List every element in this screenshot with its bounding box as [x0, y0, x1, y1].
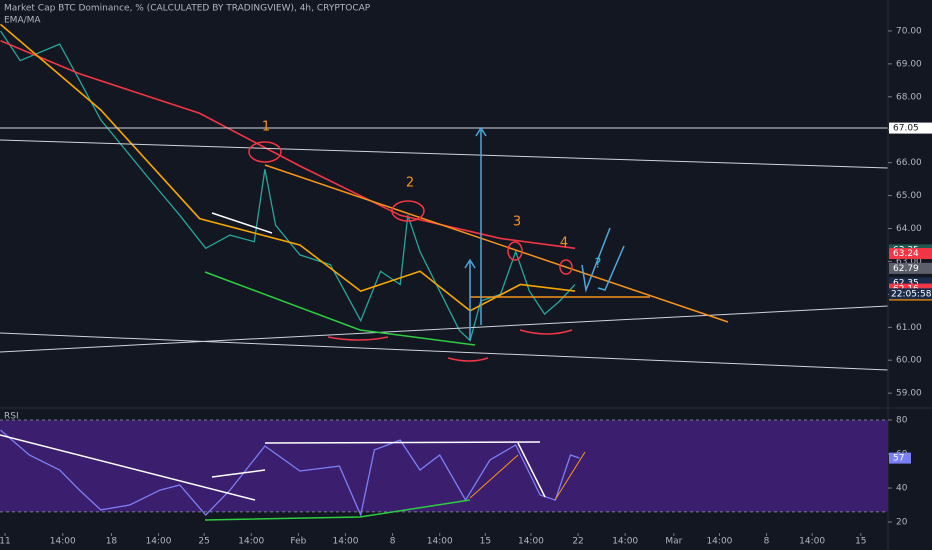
series-line — [0, 23, 576, 312]
annotation: 2 — [406, 176, 414, 191]
x-tick-label: 14:00 — [518, 537, 544, 547]
rsi-band — [0, 420, 888, 512]
y-tick-label: 59.00 — [896, 389, 922, 399]
price-badge-label: 62.35 — [893, 278, 919, 288]
y-tick-label: 69.00 — [896, 59, 922, 69]
y-tick-label: 63.00 — [896, 257, 922, 267]
x-tick-label: 11 — [0, 537, 11, 547]
x-tick-label: 8 — [764, 537, 770, 547]
series-line — [0, 429, 580, 518]
x-tick-label: 15 — [480, 537, 491, 547]
y-tick-label: 64.00 — [896, 224, 922, 234]
y-tick-label: 70.00 — [896, 26, 922, 36]
x-tick-label: Feb — [290, 537, 306, 547]
y-tick-label: 80 — [896, 416, 908, 426]
y-tick-label: 40 — [896, 484, 908, 494]
y-tick-label: 20 — [896, 518, 908, 528]
y-tick-label: 65.00 — [896, 191, 922, 201]
last-badge-label: 57 — [893, 454, 904, 464]
x-tick-label: 8 — [390, 537, 396, 547]
x-tick-label: 14:00 — [333, 537, 359, 547]
last-badge — [889, 452, 911, 464]
x-tick-label: 14:00 — [612, 537, 638, 547]
series-line — [0, 40, 576, 250]
x-tick-label: 25 — [198, 537, 209, 547]
chart-title: Market Cap BTC Dominance, % (CALCULATED … — [4, 4, 371, 14]
y-tick-label: 68.00 — [896, 92, 922, 102]
price-badge-label: 67.05 — [893, 124, 919, 134]
x-tick-label: 18 — [106, 537, 118, 547]
annotation: 1 — [262, 120, 270, 135]
annotation: 4 — [560, 236, 568, 251]
series-line — [0, 30, 576, 342]
x-tick-label: 14:00 — [146, 537, 172, 547]
x-tick-label: 14:00 — [427, 537, 453, 547]
y-tick-label: 60.00 — [896, 356, 922, 366]
y-tick-label: 66.00 — [896, 158, 922, 168]
price-badge — [889, 122, 932, 134]
y-tick-label: 61.00 — [896, 323, 922, 333]
countdown-badge — [889, 288, 932, 300]
x-tick-label: 14:00 — [50, 537, 76, 547]
drawings — [0, 126, 889, 521]
price-badge-label: 63.24 — [893, 249, 919, 259]
x-tick-label: 14:00 — [706, 537, 732, 547]
annotation: ? — [595, 257, 602, 272]
x-tick-label: 22 — [572, 537, 583, 547]
countdown: 22:05:58 — [891, 289, 932, 299]
price-badge-label: 62.79 — [893, 264, 919, 274]
price-badge — [889, 277, 932, 289]
x-tick-label: Mar — [665, 537, 682, 547]
x-tick-label: 14:00 — [799, 537, 825, 547]
annotation: 3 — [513, 215, 521, 230]
indicator-label: EMA/MA — [4, 16, 41, 26]
x-tick-label: 15 — [855, 537, 866, 547]
price-badge — [889, 248, 932, 260]
rsi-title: RSI — [4, 412, 19, 422]
price-badge — [889, 262, 932, 274]
x-tick-label: 14:00 — [238, 537, 264, 547]
